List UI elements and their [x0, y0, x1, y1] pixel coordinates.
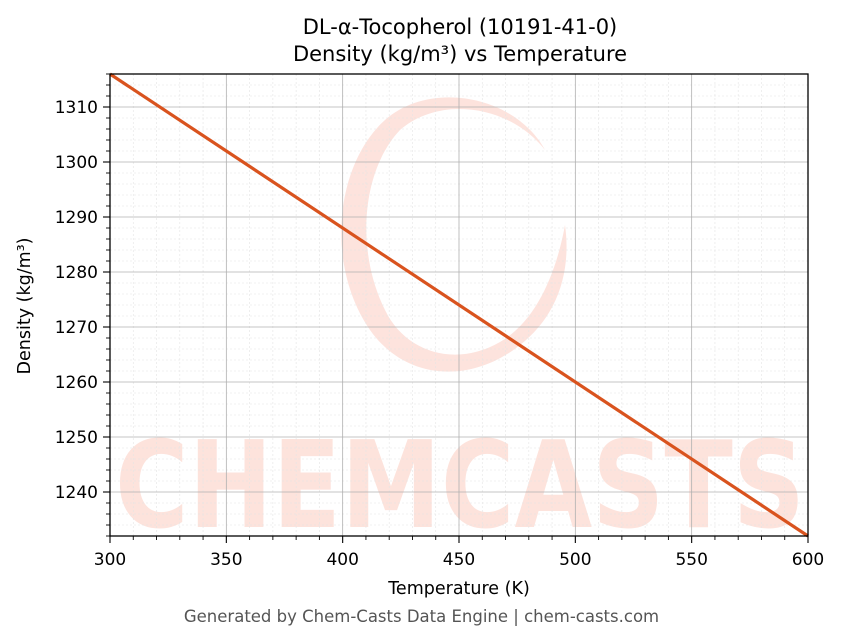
y-tick-label: 1260	[55, 373, 98, 393]
y-axis-label: Density (kg/m³)	[15, 238, 35, 375]
y-tick-label: 1300	[55, 153, 98, 173]
x-tick-label: 550	[675, 550, 707, 570]
x-axis: 300 350 400 450 500 550 600	[94, 536, 824, 570]
y-tick-label: 1250	[55, 428, 98, 448]
x-tick-label: 350	[210, 550, 242, 570]
chart-subtitle: Density (kg/m³) vs Temperature	[293, 42, 627, 66]
x-tick-label: 500	[559, 550, 591, 570]
y-tick-label: 1290	[55, 208, 98, 228]
series-layer	[109, 72, 809, 538]
footer-credit: Generated by Chem-Casts Data Engine | ch…	[183, 607, 660, 626]
watermark-logo: CHEMCASTS	[115, 97, 805, 556]
x-tick-label: 300	[94, 550, 126, 570]
y-tick-label: 1310	[55, 98, 98, 118]
x-axis-label: Temperature (K)	[387, 579, 530, 599]
y-tick-label: 1270	[55, 318, 98, 338]
x-tick-label: 450	[443, 550, 475, 570]
y-tick-label: 1240	[55, 483, 98, 503]
y-axis: 1240 1250 1260 1270 1280 1290 1300 1310	[55, 73, 110, 537]
y-tick-label: 1280	[55, 263, 98, 283]
chart-title: DL-α-Tocopherol (10191-41-0)	[303, 15, 618, 39]
density-series-line	[109, 72, 809, 538]
watermark-text: CHEMCASTS	[115, 417, 805, 556]
x-tick-label: 400	[326, 550, 358, 570]
x-tick-label: 600	[792, 550, 824, 570]
